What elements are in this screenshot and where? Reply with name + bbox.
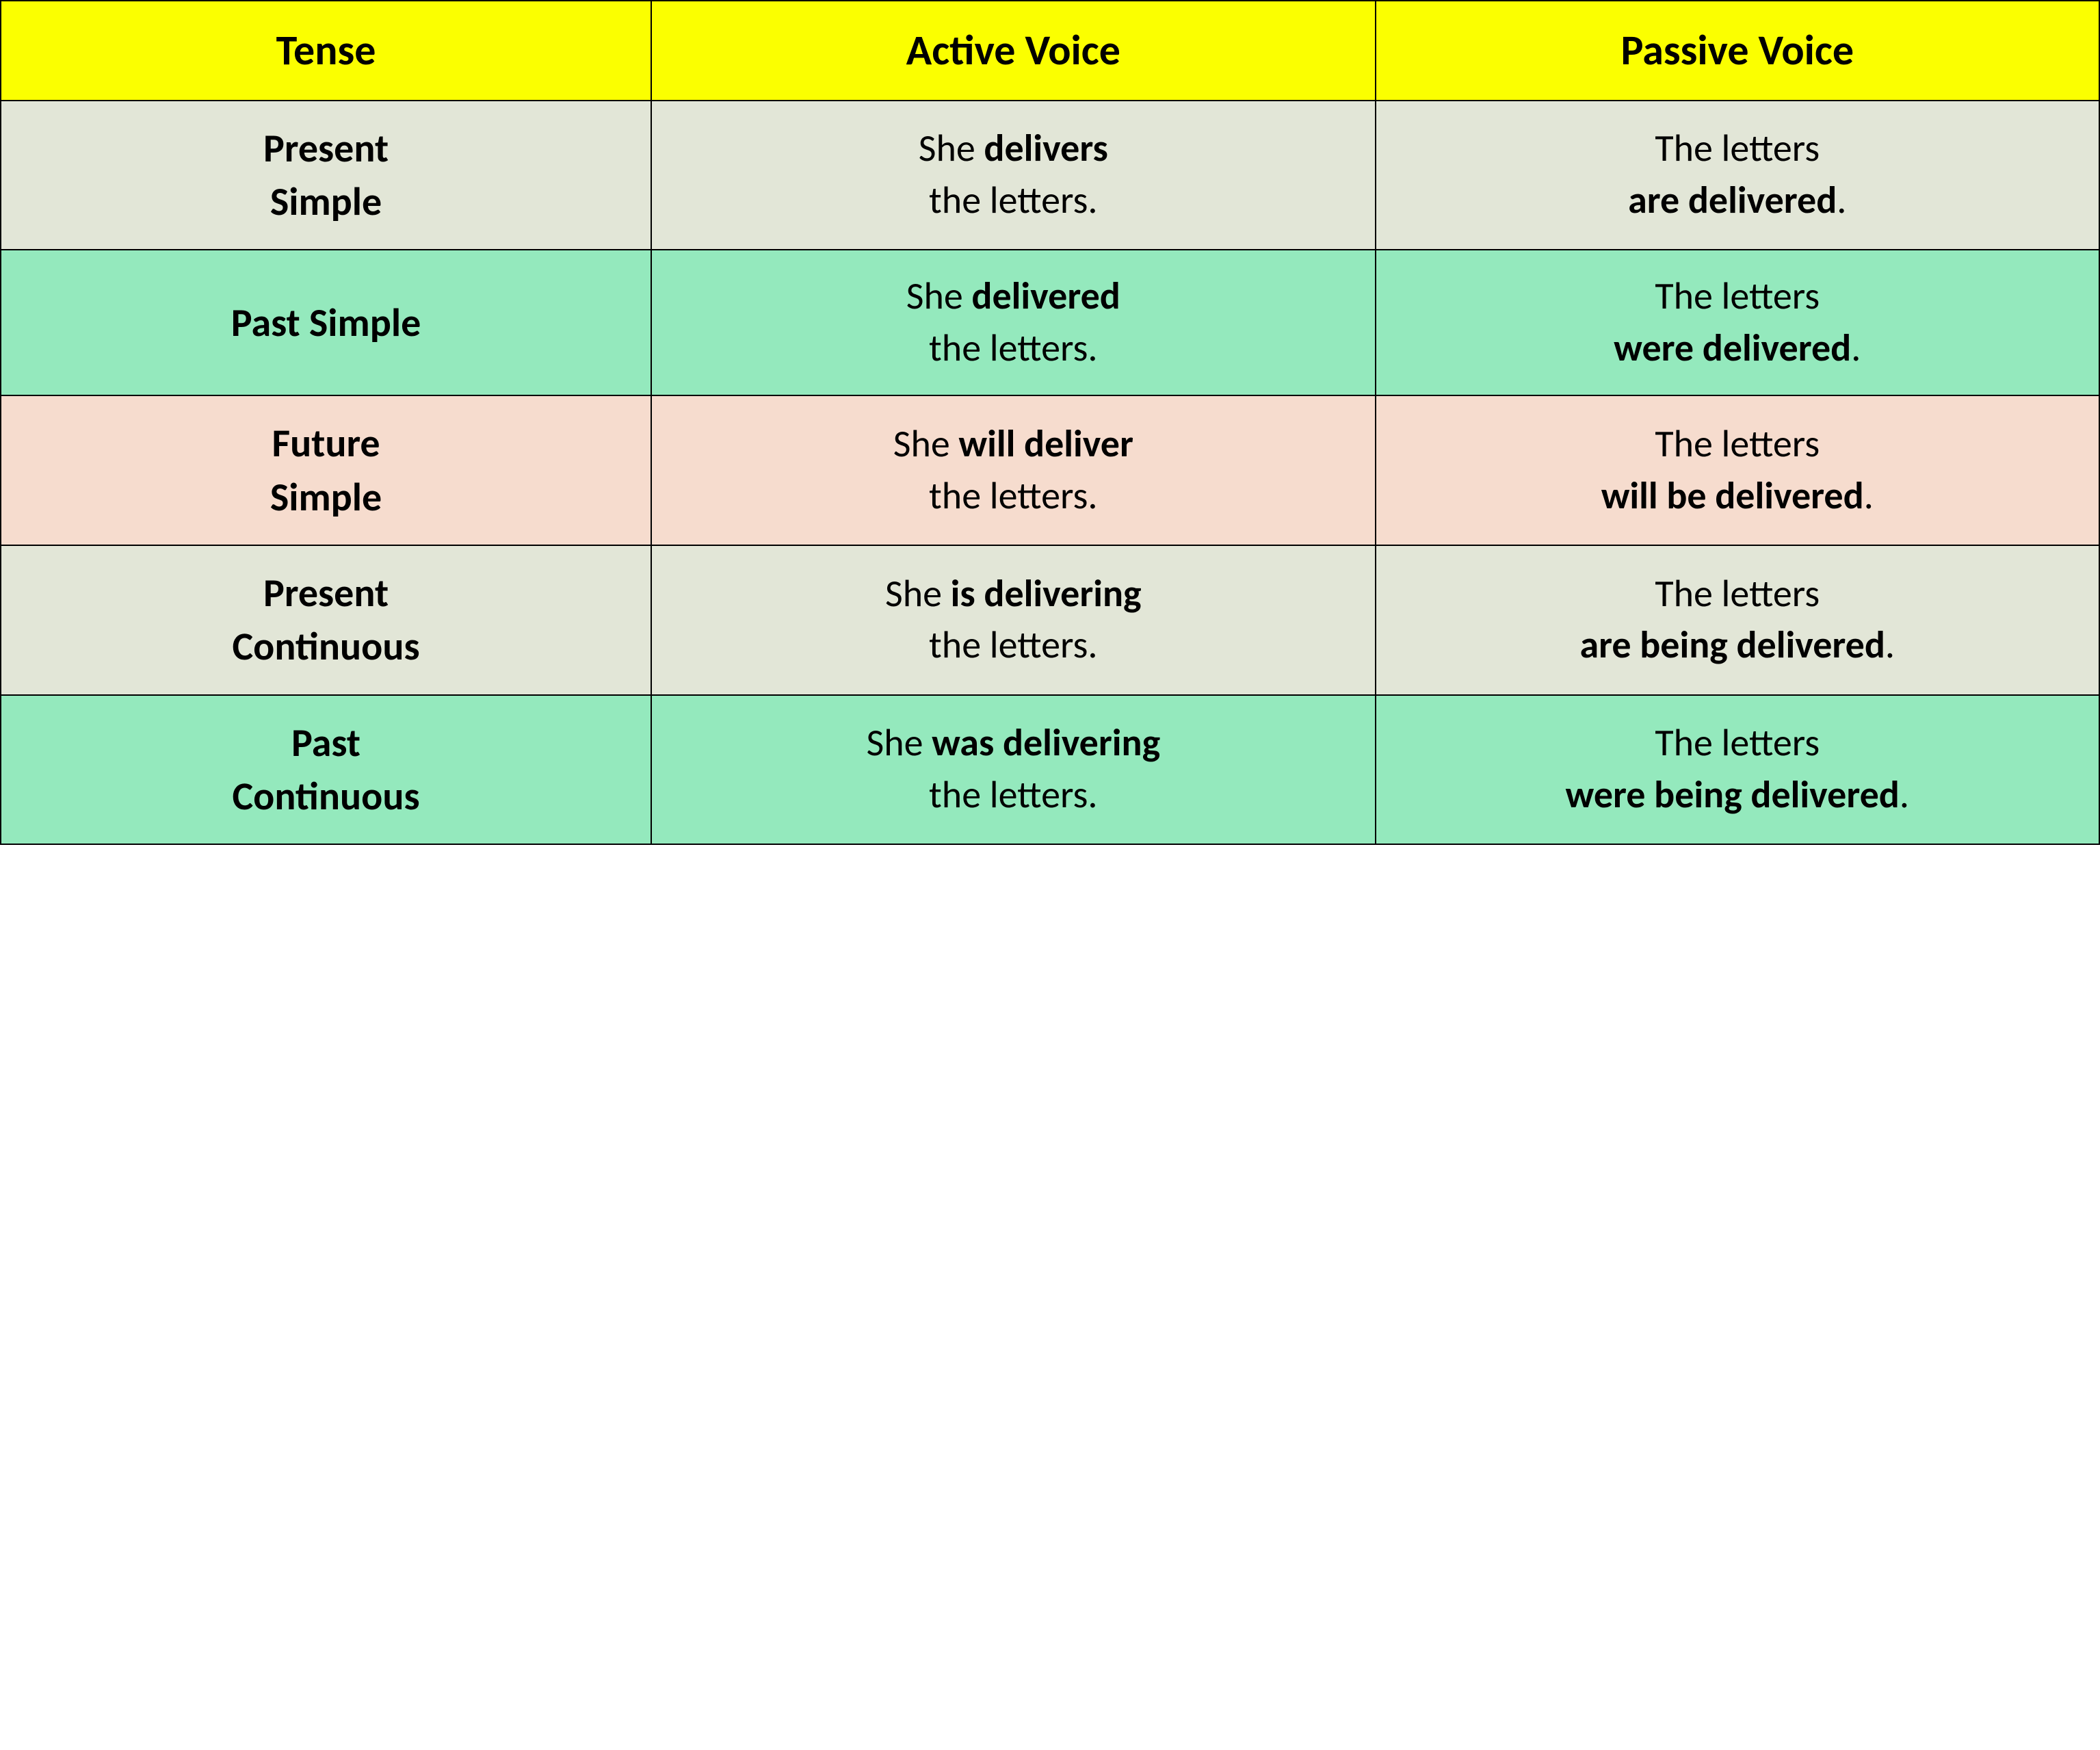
passive-bold: are being delivered xyxy=(1579,622,1885,668)
tense-line2: Simple xyxy=(270,177,382,226)
tense-line2: Continuous xyxy=(232,622,419,670)
passive-pre: The letters xyxy=(1655,720,1820,766)
passive-bold: are delivered xyxy=(1628,177,1837,224)
active-pre: She xyxy=(893,421,959,467)
table-row: Past Simple She delivered the letters. T… xyxy=(1,250,2099,395)
passive-cell: The letters were delivered. xyxy=(1376,250,2099,395)
active-bold: delivered xyxy=(971,273,1120,319)
active-pre: She xyxy=(866,720,932,766)
table-row: Present Simple She delivers the letters.… xyxy=(1,101,2099,250)
tense-cell: Present Continuous xyxy=(1,545,651,695)
tense-cell: Past Simple xyxy=(1,250,651,395)
tense-line1: Present xyxy=(263,569,389,617)
table-row: Past Continuous She was delivering the l… xyxy=(1,695,2099,845)
voice-tense-table: Tense Active Voice Passive Voice Present… xyxy=(0,0,2100,845)
table-row: Future Simple She will deliver the lette… xyxy=(1,395,2099,545)
active-post2: the letters. xyxy=(929,325,1098,371)
passive-pre: The letters xyxy=(1655,571,1820,617)
passive-post: . xyxy=(1864,473,1874,519)
header-row: Tense Active Voice Passive Voice xyxy=(1,1,2099,101)
active-cell: She will deliver the letters. xyxy=(651,395,1375,545)
passive-cell: The letters will be delivered. xyxy=(1376,395,2099,545)
active-pre: She xyxy=(885,571,951,617)
passive-bold: were being delivered xyxy=(1566,772,1900,818)
active-bold: was delivering xyxy=(932,720,1160,766)
tense-line1: Past Simple xyxy=(231,298,421,347)
tense-cell: Past Continuous xyxy=(1,695,651,845)
tense-cell: Present Simple xyxy=(1,101,651,250)
active-cell: She is delivering the letters. xyxy=(651,545,1375,695)
active-bold: will deliver xyxy=(958,421,1133,467)
passive-pre: The letters xyxy=(1655,125,1820,172)
active-pre: She xyxy=(919,125,984,172)
active-bold: delivers xyxy=(984,125,1107,172)
passive-cell: The letters were being delivered. xyxy=(1376,695,2099,845)
passive-cell: The letters are being delivered. xyxy=(1376,545,2099,695)
active-cell: She was delivering the letters. xyxy=(651,695,1375,845)
passive-bold: were delivered xyxy=(1614,325,1851,371)
passive-post: . xyxy=(1837,177,1846,224)
header-passive: Passive Voice xyxy=(1376,1,2099,101)
tense-line2: Continuous xyxy=(232,772,419,820)
active-cell: She delivers the letters. xyxy=(651,101,1375,250)
passive-post: . xyxy=(1885,622,1895,668)
passive-post: . xyxy=(1851,325,1861,371)
passive-pre: The letters xyxy=(1655,421,1820,467)
active-post2: the letters. xyxy=(929,177,1098,224)
active-post2: the letters. xyxy=(929,473,1098,519)
active-pre: She xyxy=(906,273,972,319)
tense-line1: Future xyxy=(272,419,380,467)
active-post2: the letters. xyxy=(929,772,1098,818)
header-tense: Tense xyxy=(1,1,651,101)
active-bold: is delivering xyxy=(951,571,1142,617)
table-row: Present Continuous She is delivering the… xyxy=(1,545,2099,695)
passive-pre: The letters xyxy=(1655,273,1820,319)
active-post2: the letters. xyxy=(929,622,1098,668)
active-cell: She delivered the letters. xyxy=(651,250,1375,395)
header-active: Active Voice xyxy=(651,1,1375,101)
tense-line1: Past xyxy=(291,718,360,767)
passive-cell: The letters are delivered. xyxy=(1376,101,2099,250)
tense-cell: Future Simple xyxy=(1,395,651,545)
tense-line2: Simple xyxy=(270,473,382,521)
passive-post: . xyxy=(1900,772,1909,818)
tense-line1: Present xyxy=(263,124,389,172)
passive-bold: will be delivered xyxy=(1601,473,1864,519)
